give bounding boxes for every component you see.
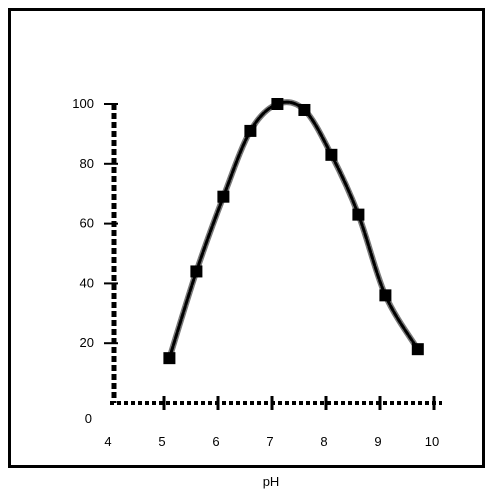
series-0-halo: [166, 99, 421, 362]
y-tick-label-20: 20: [80, 335, 94, 350]
x-tick-label-9: 9: [374, 434, 381, 449]
data-point-3: [244, 124, 257, 137]
data-point-5: [298, 103, 311, 116]
data-point-6: [325, 148, 338, 161]
data-point-8: [379, 289, 392, 302]
x-tick-label-4: 4: [104, 434, 111, 449]
y-tick-label-80: 80: [80, 156, 94, 171]
data-point-0: [163, 352, 176, 365]
chart-frame: [8, 8, 485, 468]
series-0-line: [167, 100, 420, 360]
y-tick-label-40: 40: [80, 275, 94, 290]
x-tick-label-5: 5: [158, 434, 165, 449]
data-point-2: [217, 190, 230, 203]
y-tick-label-0: 0: [85, 411, 92, 426]
y-tick-label-100: 100: [72, 96, 94, 111]
data-point-1: [190, 265, 203, 278]
x-axis-label: pH: [263, 474, 280, 489]
data-point-7: [352, 208, 365, 221]
x-tick-label-7: 7: [266, 434, 273, 449]
x-tick-label-8: 8: [320, 434, 327, 449]
y-tick-label-60: 60: [80, 216, 94, 231]
chart-series: [163, 98, 424, 365]
data-point-4: [271, 98, 284, 110]
chart-axes: [110, 104, 442, 405]
data-point-9: [411, 343, 424, 356]
x-tick-label-6: 6: [212, 434, 219, 449]
x-tick-label-10: 10: [425, 434, 439, 449]
